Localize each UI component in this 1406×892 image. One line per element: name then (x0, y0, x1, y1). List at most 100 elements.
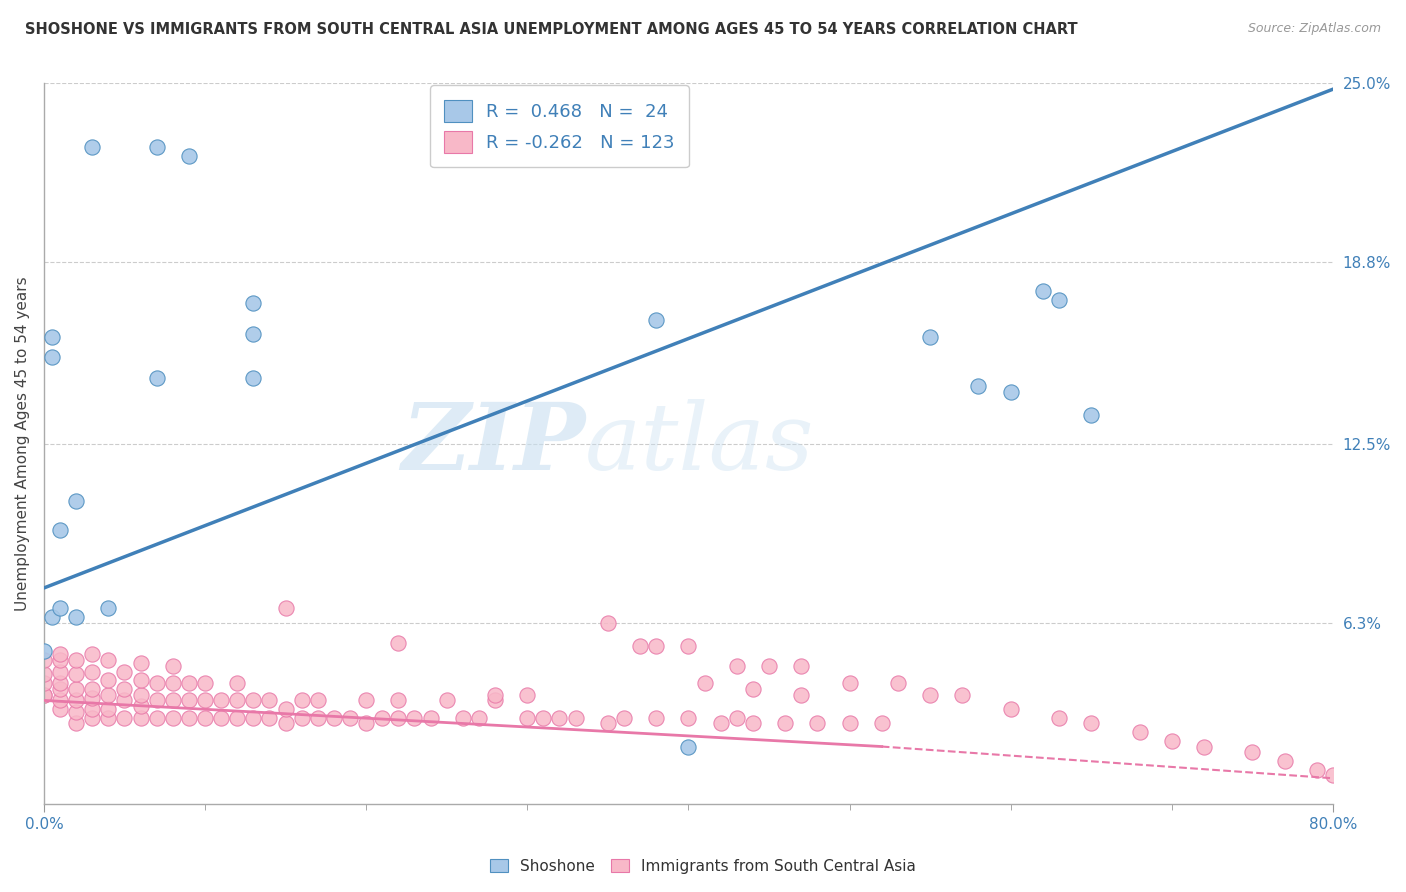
Point (82, 140, 104, 154)
Point (790, 688, 813, 702)
Point (1306, 763, 1329, 777)
Point (209, 693, 232, 707)
Point (129, 656, 152, 670)
Point (678, 739, 700, 754)
Point (65, 667, 87, 681)
Point (259, 711, 281, 725)
Point (41, 609, 63, 624)
Point (65, 716, 87, 731)
Point (177, 676, 200, 690)
Point (1241, 745, 1264, 759)
Point (1032, 284, 1054, 298)
Point (162, 693, 184, 707)
Point (65, 609, 87, 624)
Point (322, 711, 344, 725)
Point (274, 716, 297, 731)
Point (97, 601, 120, 615)
Point (226, 676, 249, 690)
Point (242, 711, 264, 725)
Point (967, 379, 990, 393)
Point (49, 524, 72, 538)
Point (162, 658, 184, 673)
Point (49, 693, 72, 707)
Point (1000, 384, 1022, 399)
Point (1128, 725, 1150, 739)
Point (484, 693, 506, 707)
Point (49, 648, 72, 662)
Point (82, 648, 104, 662)
Point (564, 711, 586, 725)
Point (387, 711, 409, 725)
Point (613, 711, 636, 725)
Point (259, 693, 281, 707)
Point (65, 494, 87, 508)
Point (32, 688, 55, 702)
Point (1080, 408, 1102, 422)
Point (32, 676, 55, 690)
Point (387, 636, 409, 650)
Point (82, 665, 104, 679)
Point (49, 653, 72, 667)
Point (49, 676, 72, 690)
Point (693, 676, 716, 690)
Point (1274, 754, 1296, 768)
Point (1047, 293, 1070, 307)
Point (242, 370, 264, 384)
Point (838, 716, 860, 731)
Point (710, 716, 733, 731)
Point (65, 681, 87, 696)
Point (773, 716, 796, 731)
Point (114, 681, 136, 696)
Point (451, 711, 474, 725)
Point (194, 711, 217, 725)
Point (65, 653, 87, 667)
Point (291, 711, 314, 725)
Point (404, 711, 426, 725)
Point (645, 639, 668, 653)
Point (548, 711, 571, 725)
Point (516, 688, 538, 702)
Point (291, 693, 314, 707)
Point (806, 716, 828, 731)
Point (531, 711, 554, 725)
Point (162, 711, 184, 725)
Point (371, 711, 394, 725)
Point (790, 658, 813, 673)
Point (97, 673, 120, 688)
Point (41, 330, 63, 344)
Point (1000, 702, 1022, 716)
Point (339, 711, 361, 725)
Legend: Shoshone, Immigrants from South Central Asia: Shoshone, Immigrants from South Central … (484, 853, 922, 880)
Point (645, 711, 668, 725)
Point (129, 673, 152, 688)
Point (920, 688, 942, 702)
Point (194, 693, 217, 707)
Point (162, 676, 184, 690)
Point (678, 639, 700, 653)
Point (1080, 716, 1102, 731)
Point (145, 676, 167, 690)
Point (145, 140, 167, 154)
Point (274, 601, 297, 615)
Point (628, 639, 651, 653)
Point (82, 690, 104, 705)
Point (307, 711, 329, 725)
Point (1192, 739, 1215, 754)
Point (177, 148, 200, 162)
Point (741, 716, 763, 731)
Point (194, 676, 217, 690)
Point (49, 665, 72, 679)
Point (645, 313, 668, 327)
Point (97, 711, 120, 725)
Point (129, 699, 152, 714)
Y-axis label: Unemployment Among Ages 45 to 54 years: Unemployment Among Ages 45 to 54 years (15, 277, 30, 611)
Point (32, 653, 55, 667)
Point (307, 693, 329, 707)
Point (129, 711, 152, 725)
Point (209, 711, 232, 725)
Point (226, 693, 249, 707)
Point (114, 711, 136, 725)
Point (242, 327, 264, 342)
Point (1047, 711, 1070, 725)
Point (596, 615, 619, 630)
